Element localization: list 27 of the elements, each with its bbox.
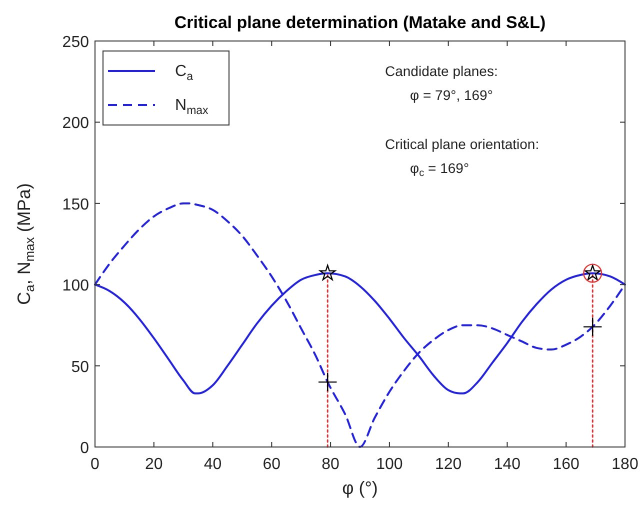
y-tick-label: 250 xyxy=(62,34,90,51)
y-tick-label: 200 xyxy=(62,115,90,132)
annotation: Critical plane orientation: xyxy=(385,136,540,152)
x-tick-label: 160 xyxy=(552,456,580,473)
x-tick-label: 40 xyxy=(204,456,222,473)
y-tick-label: 50 xyxy=(71,358,90,376)
annotation: φ = 79°, 169° xyxy=(410,87,493,103)
x-tick-label: 100 xyxy=(376,456,403,473)
legend-label: C$_{a}$ xyxy=(175,63,194,83)
x-tick-label: 80 xyxy=(322,456,340,473)
y-tick-label: 100 xyxy=(62,278,90,295)
x-tick-label: 20 xyxy=(144,456,163,473)
y-tick-label: 0 xyxy=(80,440,90,457)
annotation: Candidate planes: xyxy=(385,63,498,79)
x-tick-label: 0 xyxy=(90,456,100,473)
x-tick-label: 120 xyxy=(434,456,462,473)
point xyxy=(320,264,336,280)
x-axis-title: φ (°) xyxy=(342,478,378,498)
point xyxy=(582,317,602,337)
chart-title: Critical plane determination (Matake and S&L) xyxy=(174,13,546,32)
x-tick-label: 60 xyxy=(262,456,281,473)
x-tick-label: 140 xyxy=(494,456,521,473)
point xyxy=(318,372,338,392)
legend-label: N$_{max}$ xyxy=(175,97,209,117)
annotation: φ$_{c}$ = 169° xyxy=(410,160,470,179)
x-tick-label: 180 xyxy=(612,456,638,473)
y-tick-label: 150 xyxy=(62,196,90,214)
